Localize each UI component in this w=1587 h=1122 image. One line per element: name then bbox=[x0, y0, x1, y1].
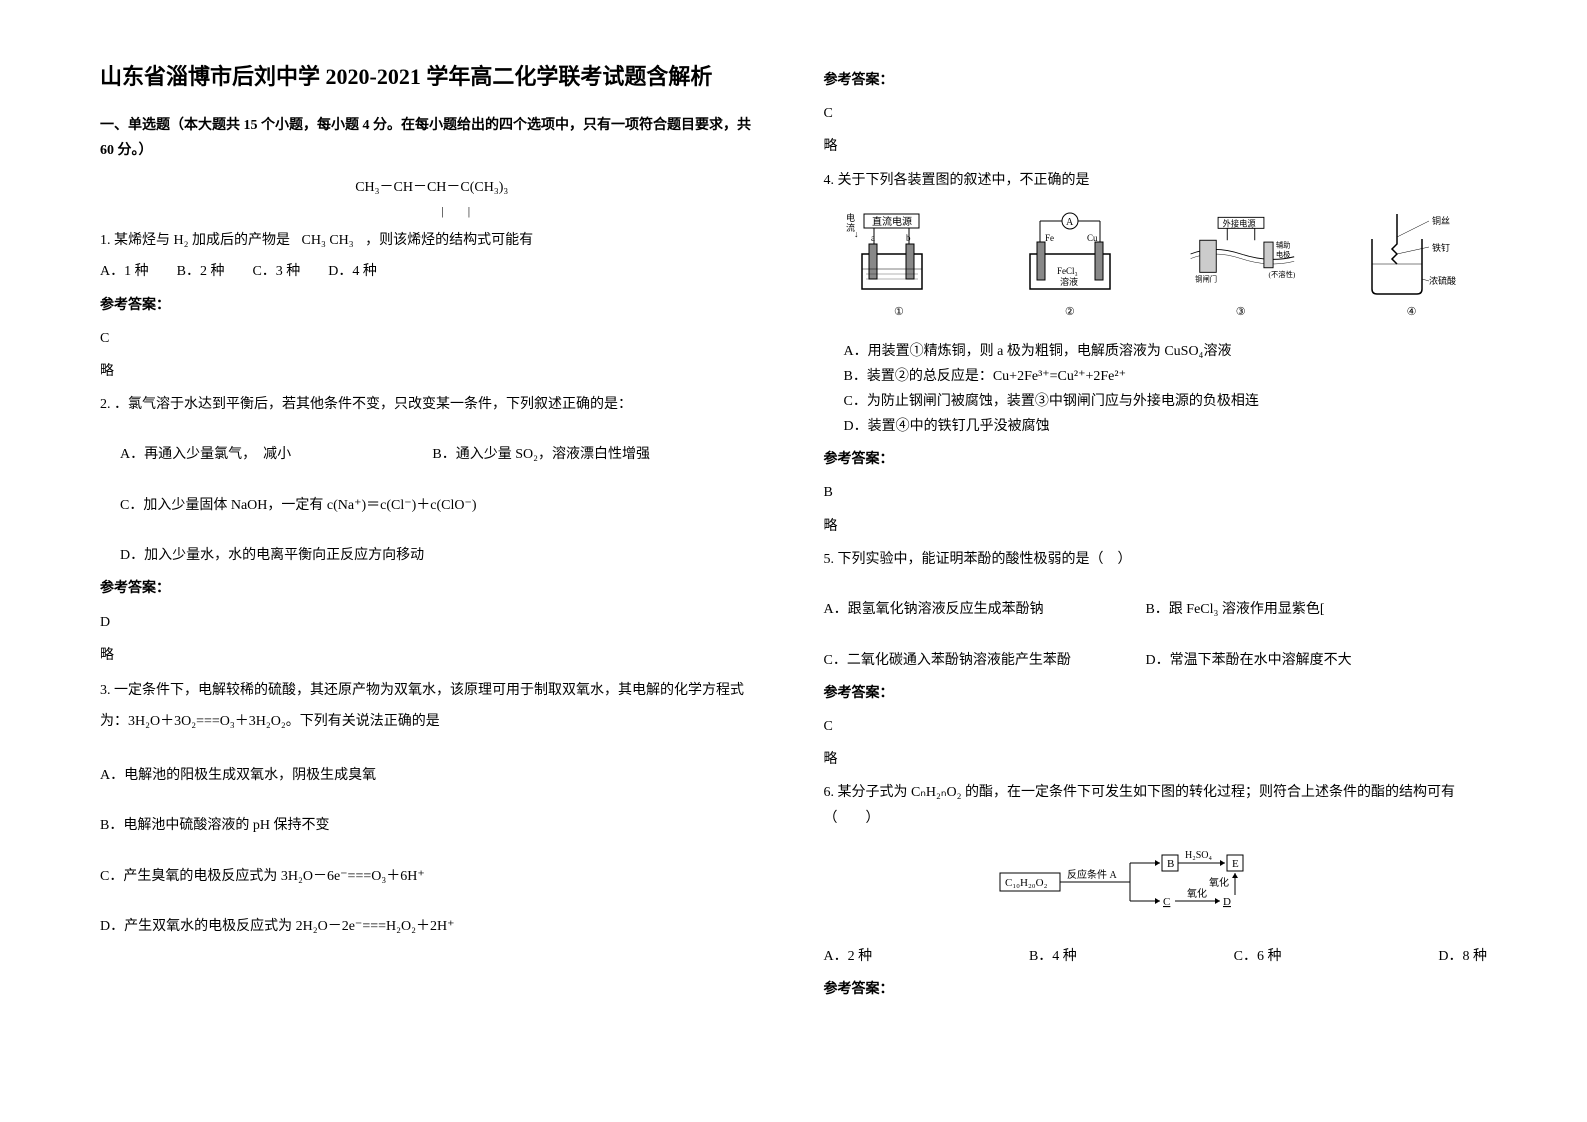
svg-text:浓硫酸: 浓硫酸 bbox=[1429, 275, 1456, 286]
q6-stem: 6. 某分子式为 CₙH₂ₙO₂ 的酯，在一定条件下可发生如下图的转化过程；则符… bbox=[824, 780, 1488, 830]
question-2: 2. ．氯气溶于水达到平衡后，若其他条件不变，只改变某一条件，下列叙述正确的是：… bbox=[100, 392, 764, 568]
svg-text:Fe: Fe bbox=[1045, 233, 1054, 243]
svg-text:电极: 电极 bbox=[1276, 250, 1291, 259]
q6-answer-heading: 参考答案： bbox=[824, 977, 1488, 1002]
question-3: 3. 一定条件下，电解较稀的硫酸，其还原产物为双氧水，该原理可用于制取双氧水，其… bbox=[100, 676, 764, 939]
q1-structure-formula: CH₃－CH－CH－C(CH₃)₃ | | bbox=[100, 175, 764, 222]
q6-optC: C．6 种 bbox=[1234, 944, 1282, 969]
page-title: 山东省淄博市后刘中学 2020-2021 学年高二化学联考试题含解析 bbox=[100, 60, 764, 93]
q4-diagram-2: A Fe Cu FeCl₃ 溶液 ② bbox=[1015, 209, 1125, 323]
svg-text:↓: ↓ bbox=[854, 229, 859, 239]
q6-optD: D．8 种 bbox=[1438, 944, 1487, 969]
q4-diagram-1: 电 流 ↓ 直流电源 a b bbox=[844, 209, 954, 323]
q5-optA: A．跟氢氧化钠溶液反应生成苯酚钠 bbox=[824, 597, 1142, 622]
q4-optA: A．用装置①精炼铜，则 a 极为粗铜，电解质溶液为 CuSO₄溶液 bbox=[824, 339, 1488, 364]
q1-stem-post: ，则该烯烃的结构式可能有 bbox=[365, 233, 533, 248]
q4-optB: B．装置②的总反应是：Cu+2Fe³⁺=Cu²⁺+2Fe²⁺ bbox=[824, 364, 1488, 389]
q4-diagram-4: 铜丝 铁钉 浓硫酸 ④ bbox=[1357, 209, 1467, 323]
q3-answer: C bbox=[824, 101, 1488, 126]
q4-answer-heading: 参考答案： bbox=[824, 447, 1488, 472]
svg-text:a: a bbox=[871, 233, 875, 243]
svg-text:外接电源: 外接电源 bbox=[1222, 218, 1255, 228]
q4-diagrams: 电 流 ↓ 直流电源 a b bbox=[824, 209, 1488, 323]
left-column: 山东省淄博市后刘中学 2020-2021 学年高二化学联考试题含解析 一、单选题… bbox=[100, 60, 764, 1010]
q2-optC: C．加入少量固体 NaOH，一定有 c(Na⁺)＝c(Cl⁻)＋c(ClO⁻) bbox=[100, 493, 764, 518]
svg-text:C: C bbox=[1163, 896, 1170, 908]
svg-text:A: A bbox=[1066, 217, 1074, 228]
d1-top-label: 直流电源 bbox=[872, 215, 912, 228]
q4-stem: 4. 关于下列各装置图的叙述中，不正确的是 bbox=[824, 168, 1488, 193]
q5-optB: B．跟 FeCl₃ 溶液作用显紫色[ bbox=[1145, 597, 1463, 622]
q2-optA: A．再通入少量氯气， 减小 bbox=[120, 442, 429, 467]
svg-text:辅助: 辅助 bbox=[1276, 240, 1291, 249]
q3-answer-heading: 参考答案： bbox=[824, 68, 1488, 93]
q1-answer: C bbox=[100, 326, 764, 351]
q4-num-4: ④ bbox=[1407, 303, 1417, 323]
svg-text:反应条件 A: 反应条件 A bbox=[1067, 868, 1118, 881]
q5-optD: D．常温下苯酚在水中溶解度不大 bbox=[1145, 648, 1463, 673]
svg-text:铜丝: 铜丝 bbox=[1432, 215, 1450, 226]
svg-text:H₂SO₄: H₂SO₄ bbox=[1185, 850, 1212, 861]
q1-abbrev: 略 bbox=[100, 359, 764, 384]
svg-text:B: B bbox=[1167, 858, 1174, 870]
q1-answer-heading: 参考答案： bbox=[100, 293, 764, 318]
q3-stem: 3. 一定条件下，电解较稀的硫酸，其还原产物为双氧水，该原理可用于制取双氧水，其… bbox=[100, 676, 764, 738]
q4-num-3: ③ bbox=[1236, 303, 1246, 323]
q5-answer: C bbox=[824, 714, 1488, 739]
q1-options: A．1 种 B．2 种 C．3 种 D．4 种 bbox=[100, 259, 764, 284]
q4-num-1: ① bbox=[894, 303, 904, 323]
svg-text:氧化: 氧化 bbox=[1209, 876, 1229, 889]
q4-answer: B bbox=[824, 480, 1488, 505]
svg-text:FeCl₃: FeCl₃ bbox=[1057, 266, 1078, 276]
q2-abbrev: 略 bbox=[100, 643, 764, 668]
q6-diagram: C₁₀H₂₀O₂ 反应条件 A B H₂SO₄ E bbox=[824, 843, 1488, 932]
question-1: CH₃－CH－CH－C(CH₃)₃ | | 1. 某烯烃与 H₂ 加成后的产物是… bbox=[100, 175, 764, 284]
q4-optC: C．为防止钢闸门被腐蚀，装置③中钢闸门应与外接电源的负极相连 bbox=[824, 389, 1488, 414]
q3-abbrev: 略 bbox=[824, 134, 1488, 159]
q4-abbrev: 略 bbox=[824, 514, 1488, 539]
question-6: 6. 某分子式为 CₙH₂ₙO₂ 的酯，在一定条件下可发生如下图的转化过程；则符… bbox=[824, 780, 1488, 969]
svg-text:E: E bbox=[1232, 858, 1239, 870]
q2-optB: B．通入少量 SO₂，溶液漂白性增强 bbox=[432, 442, 741, 467]
q1-stem-pre: 1. 某烯烃与 H₂ 加成后的产物是 bbox=[100, 233, 290, 248]
svg-text:b: b bbox=[906, 233, 911, 243]
svg-text:钢闸门: 钢闸门 bbox=[1195, 274, 1217, 283]
q6-optA: A．2 种 bbox=[824, 944, 873, 969]
q1-formula-bot: CH₃ CH₃ bbox=[302, 233, 354, 250]
svg-text:(不溶性): (不溶性) bbox=[1268, 270, 1295, 279]
q5-answer-heading: 参考答案： bbox=[824, 681, 1488, 706]
q5-stem: 5. 下列实验中，能证明苯酚的酸性极弱的是（ ） bbox=[824, 547, 1488, 572]
q2-answer: D bbox=[100, 610, 764, 635]
q6-optB: B．4 种 bbox=[1029, 944, 1077, 969]
right-column: 参考答案： C 略 4. 关于下列各装置图的叙述中，不正确的是 电 流 ↓ 直流… bbox=[824, 60, 1488, 1010]
q2-answer-heading: 参考答案： bbox=[100, 576, 764, 601]
svg-text:氧化: 氧化 bbox=[1187, 887, 1207, 900]
q5-optC: C．二氧化碳通入苯酚钠溶液能产生苯酚 bbox=[824, 648, 1142, 673]
q1-formula-top: CH₃－CH－CH－C(CH₃)₃ bbox=[100, 175, 764, 200]
svg-text:铁钉: 铁钉 bbox=[1432, 242, 1450, 253]
question-4: 4. 关于下列各装置图的叙述中，不正确的是 电 流 ↓ 直流电源 a b bbox=[824, 168, 1488, 440]
svg-text:溶液: 溶液 bbox=[1060, 276, 1078, 287]
svg-text:D: D bbox=[1223, 896, 1231, 908]
question-5: 5. 下列实验中，能证明苯酚的酸性极弱的是（ ） A．跟氢氧化钠溶液反应生成苯酚… bbox=[824, 547, 1488, 673]
q3-optB: B．电解池中硫酸溶液的 pH 保持不变 bbox=[100, 813, 764, 838]
q2-optD: D．加入少量水，水的电离平衡向正反应方向移动 bbox=[100, 543, 764, 568]
q3-optD: D．产生双氧水的电极反应式为 2H₂O－2e⁻===H₂O₂＋2H⁺ bbox=[100, 914, 764, 939]
svg-text:C₁₀H₂₀O₂: C₁₀H₂₀O₂ bbox=[1005, 877, 1048, 889]
d1-stream-label: 电 bbox=[846, 212, 855, 223]
q4-num-2: ② bbox=[1065, 303, 1075, 323]
q4-diagram-3: 外接电源 钢闸门 辅助 电极 (不溶性) ③ bbox=[1186, 209, 1296, 323]
q3-optC: C．产生臭氧的电极反应式为 3H₂O－6e⁻===O₃＋6H⁺ bbox=[100, 864, 764, 889]
q3-optA: A．电解池的阳极生成双氧水，阴极生成臭氧 bbox=[100, 763, 764, 788]
section-1-heading: 一、单选题（本大题共 15 个小题，每小题 4 分。在每小题给出的四个选项中，只… bbox=[100, 113, 764, 163]
q5-abbrev: 略 bbox=[824, 747, 1488, 772]
q4-optD: D．装置④中的铁钉几乎没被腐蚀 bbox=[824, 414, 1488, 439]
q2-stem: 2. ．氯气溶于水达到平衡后，若其他条件不变，只改变某一条件，下列叙述正确的是： bbox=[100, 392, 764, 417]
